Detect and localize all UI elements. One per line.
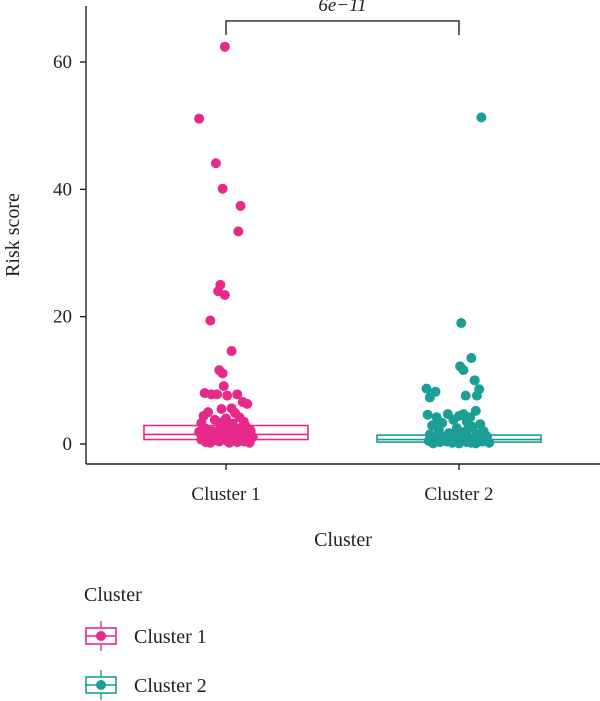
- data-point: [194, 113, 205, 124]
- y-axis-label: Risk score: [2, 193, 24, 277]
- data-point: [217, 368, 228, 379]
- data-point: [471, 390, 482, 401]
- data-point: [212, 389, 223, 400]
- box: [143, 424, 309, 441]
- y-tick-label: 20: [53, 307, 72, 328]
- data-point: [219, 41, 230, 52]
- data-point: [428, 438, 439, 449]
- data-point: [422, 409, 433, 420]
- data-point: [458, 365, 469, 376]
- y-tick-label: 60: [53, 52, 72, 73]
- legend-entry: Cluster 2: [85, 670, 207, 700]
- data-point: [242, 398, 253, 409]
- p-value-label: 6e−11: [318, 0, 366, 16]
- x-axis-label: Cluster: [314, 529, 372, 551]
- axes: [85, 6, 600, 465]
- data-point: [421, 383, 432, 394]
- data-point: [433, 424, 444, 435]
- x-tick-label: Cluster 2: [424, 484, 493, 505]
- data-point: [201, 433, 212, 444]
- data-point: [452, 427, 463, 438]
- legend: Cluster Cluster 1 Cluster 2: [84, 584, 207, 700]
- legend-key-point: [96, 680, 106, 690]
- plot-points: [194, 41, 495, 449]
- box: [376, 434, 542, 443]
- data-point: [469, 375, 480, 386]
- data-point: [217, 183, 228, 194]
- data-point: [213, 435, 224, 446]
- data-point: [210, 158, 221, 169]
- legend-key-point: [96, 631, 106, 641]
- data-point: [424, 392, 435, 403]
- data-point: [222, 390, 233, 401]
- data-point: [235, 200, 246, 211]
- data-point: [233, 226, 244, 237]
- data-point: [247, 431, 258, 442]
- data-point: [466, 353, 477, 364]
- legend-title: Cluster: [84, 584, 142, 606]
- data-point: [226, 346, 237, 357]
- y-tick-label: 40: [53, 179, 72, 200]
- data-point: [456, 318, 467, 329]
- data-point: [432, 415, 443, 426]
- data-point: [454, 438, 464, 449]
- data-point: [216, 403, 227, 414]
- data-point: [462, 424, 473, 435]
- legend-entries: Cluster 1 Cluster 2: [85, 621, 207, 700]
- bracket-line: [225, 20, 460, 35]
- data-point: [194, 426, 205, 437]
- plot-boxes: [143, 424, 542, 443]
- x-tick-label: Cluster 1: [191, 484, 260, 505]
- y-ticks: 0 20 40 60: [53, 52, 86, 455]
- y-tick-label: 0: [63, 434, 73, 455]
- legend-label: Cluster 2: [134, 675, 207, 697]
- significance-bracket: 6e−11: [225, 0, 460, 35]
- data-point: [476, 112, 487, 123]
- x-ticks: Cluster 1 Cluster 2: [191, 464, 494, 505]
- data-point: [232, 389, 243, 400]
- data-point: [218, 416, 229, 427]
- data-point: [219, 290, 230, 301]
- data-point: [460, 390, 471, 401]
- legend-entry: Cluster 1: [85, 621, 207, 651]
- data-point: [205, 315, 216, 326]
- data-point: [218, 381, 229, 392]
- legend-label: Cluster 1: [134, 626, 207, 648]
- data-point: [448, 414, 459, 425]
